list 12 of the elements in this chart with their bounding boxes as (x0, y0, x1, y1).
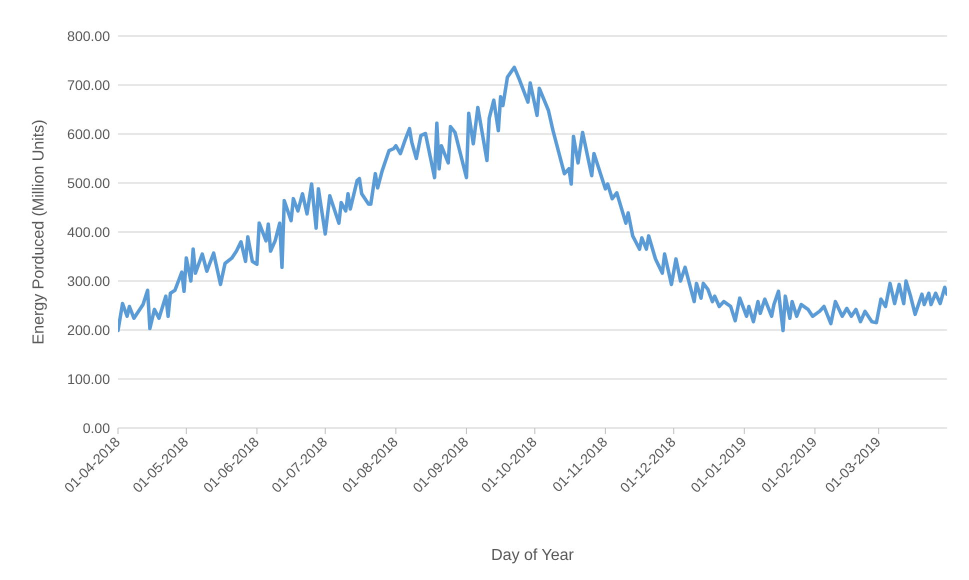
x-axis-title: Day of Year (491, 547, 575, 564)
y-tick-label: 400.00 (67, 224, 110, 240)
y-tick-label: 600.00 (67, 126, 110, 142)
y-tick-label: 700.00 (67, 76, 110, 93)
line-series (118, 66, 947, 332)
y-tick-label: 200.00 (67, 322, 110, 338)
y-tick-label: 100.00 (67, 370, 110, 387)
y-tick-label: 0.00 (82, 420, 110, 436)
y-tick-label: 300.00 (67, 272, 110, 289)
y-tick-label: 800.00 (67, 28, 110, 44)
y-tick-label: 500.00 (67, 174, 110, 191)
y-axis-title: Energy Porduced (Million Units) (30, 120, 48, 344)
